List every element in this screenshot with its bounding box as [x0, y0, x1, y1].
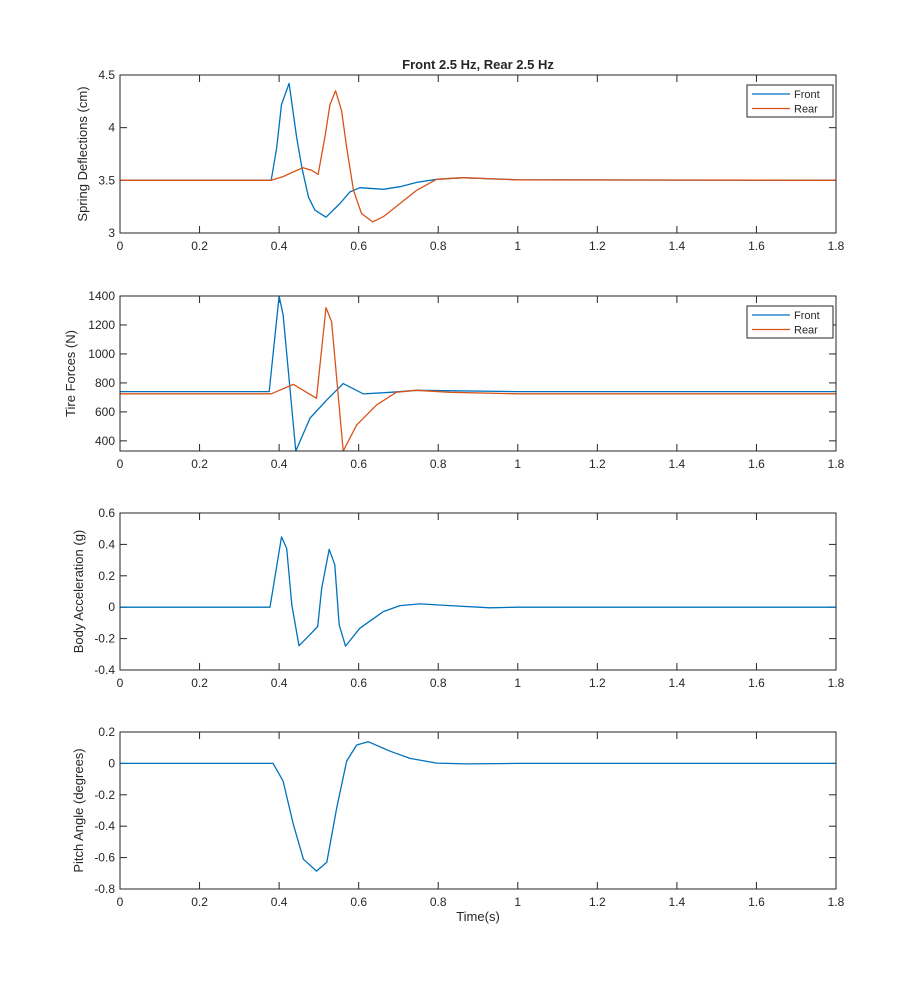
- y-axis-label: Pitch Angle (degrees): [71, 748, 86, 872]
- y-tick-label: -0.2: [94, 788, 115, 802]
- x-tick-label: 1.4: [669, 239, 686, 253]
- y-tick-label: 800: [95, 376, 115, 390]
- chart-title: Front 2.5 Hz, Rear 2.5 Hz: [402, 57, 554, 72]
- y-tick-label: -0.4: [94, 663, 115, 677]
- x-tick-label: 0.8: [430, 895, 447, 909]
- y-tick-label: 0: [108, 756, 115, 770]
- x-tick-label: 0: [117, 239, 124, 253]
- axes-frame: [119, 74, 837, 234]
- x-tick-label: 0.6: [350, 457, 367, 471]
- legend-box: [746, 305, 834, 339]
- x-tick-label: 1: [514, 457, 521, 471]
- x-tick-label: 0.6: [350, 239, 367, 253]
- x-tick-label: 1.2: [589, 676, 606, 690]
- series-line-pitch-angle: [120, 741, 836, 872]
- x-tick-label: 0.2: [191, 676, 208, 690]
- x-tick-label: 1.6: [748, 457, 765, 471]
- y-tick-label: -0.4: [94, 819, 115, 833]
- x-tick-label: 0: [117, 676, 124, 690]
- x-tick-label: 1.6: [748, 239, 765, 253]
- series-line-body-acceleration: [120, 536, 836, 647]
- x-tick-label: 1: [514, 676, 521, 690]
- axes-frame: [119, 295, 837, 452]
- y-tick-label: 0.6: [98, 506, 115, 520]
- subplot-3: 0 0.2 0.4 0.6 0.8 1 1.2 1.4 1.6 1.8 -0.4 -0.2 0 0.2 0.…: [71, 506, 845, 690]
- x-tick-label: 1.6: [748, 676, 765, 690]
- x-tick-label: 1: [514, 895, 521, 909]
- x-tick-label: 0.6: [350, 895, 367, 909]
- x-tick-label: 1.4: [669, 895, 686, 909]
- y-axis-label: Tire Forces (N): [63, 330, 78, 417]
- series-line-front: [120, 82, 836, 218]
- plot-area: [120, 296, 836, 451]
- x-tick-label: 1.2: [589, 895, 606, 909]
- y-tick-label: -0.2: [94, 632, 115, 646]
- x-tick-label: 0.4: [271, 676, 288, 690]
- x-tick-label: 0: [117, 895, 124, 909]
- x-tick-label: 0: [117, 457, 124, 471]
- subplot-4: 0 0.2 0.4 0.6 0.8 1 1.2 1.4 1.6 1.8 -0.8 -0.6 -0.4 -0…: [71, 725, 845, 924]
- x-tick-label: 0.8: [430, 676, 447, 690]
- x-tick-label: 0.6: [350, 676, 367, 690]
- plot-area: [120, 513, 836, 670]
- x-tick-label: 1.8: [828, 676, 845, 690]
- legend-label-rear: Rear: [794, 104, 818, 116]
- x-tick-label: 0.8: [430, 239, 447, 253]
- y-tick-label: 600: [95, 405, 115, 419]
- y-tick-label: 4: [108, 121, 115, 135]
- x-tick-label: 1.8: [828, 457, 845, 471]
- legend: Front Rear: [746, 305, 834, 339]
- x-tick-label: 0.4: [271, 239, 288, 253]
- y-tick-label: 0.4: [98, 537, 115, 551]
- legend-box: [746, 84, 834, 118]
- axes-frame: [119, 731, 837, 890]
- x-tick-label: 1: [514, 239, 521, 253]
- x-tick-label: 1.4: [669, 676, 686, 690]
- axes-frame: [119, 512, 837, 671]
- x-tick-label: 0.4: [271, 895, 288, 909]
- x-tick-label: 0.2: [191, 239, 208, 253]
- y-tick-label: -0.6: [94, 851, 115, 865]
- subplot-2: 0 0.2 0.4 0.6 0.8 1 1.2 1.4 1.6 1.8 400 600 800 1000 1…: [63, 289, 845, 471]
- x-tick-label: 0.4: [271, 457, 288, 471]
- x-axis-label: Time(s): [456, 909, 500, 924]
- y-tick-label: 0.2: [98, 725, 115, 739]
- x-tick-label: 0.2: [191, 895, 208, 909]
- y-tick-label: 1200: [88, 318, 115, 332]
- y-tick-label: 0: [108, 600, 115, 614]
- x-tick-label: 1.2: [589, 239, 606, 253]
- y-tick-label: 4.5: [98, 68, 115, 82]
- y-tick-label: 1000: [88, 347, 115, 361]
- x-tick-label: 1.8: [828, 239, 845, 253]
- x-tick-label: 1.8: [828, 895, 845, 909]
- x-tick-label: 0.2: [191, 457, 208, 471]
- x-tick-label: 1.2: [589, 457, 606, 471]
- y-tick-label: 400: [95, 434, 115, 448]
- subplot-1: 0 0.2 0.4 0.6 0.8 1 1.2 1.4 1.6 1.8 3 3.5 4 4.5 Spring…: [75, 57, 845, 253]
- x-tick-label: 1.6: [748, 895, 765, 909]
- y-tick-label: 0.2: [98, 569, 115, 583]
- series-line-rear: [120, 90, 836, 223]
- plot-area: [120, 75, 836, 233]
- y-axis-label: Spring Deflections (cm): [75, 86, 90, 221]
- y-tick-label: 1400: [88, 289, 115, 303]
- y-tick-label: 3.5: [98, 173, 115, 187]
- legend: Front Rear: [746, 84, 834, 118]
- legend-label-front: Front: [794, 310, 820, 322]
- y-tick-label: 3: [108, 226, 115, 240]
- legend-label-rear: Rear: [794, 325, 818, 337]
- x-tick-label: 1.4: [669, 457, 686, 471]
- y-tick-label: -0.8: [94, 882, 115, 896]
- y-axis-label: Body Acceleration (g): [71, 530, 86, 654]
- plot-area: [120, 732, 836, 889]
- legend-label-front: Front: [794, 89, 820, 101]
- x-tick-label: 0.8: [430, 457, 447, 471]
- series-line-rear: [120, 306, 836, 451]
